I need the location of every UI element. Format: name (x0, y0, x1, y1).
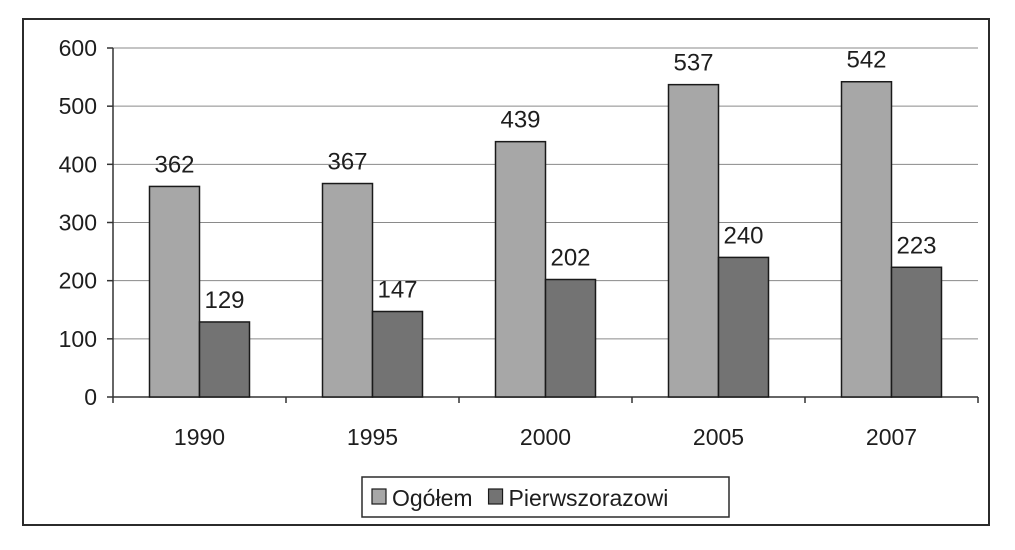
bar (840, 80, 893, 398)
legend-label: Pierwszorazowi (509, 485, 669, 511)
bar (321, 182, 374, 398)
data-label: 367 (327, 149, 367, 176)
y-tick-label: 500 (59, 93, 97, 119)
y-tick-label: 300 (59, 210, 97, 236)
data-label: 537 (673, 50, 713, 77)
y-tick-label: 200 (59, 268, 97, 294)
x-tick-label: 2007 (866, 424, 917, 450)
grid-lines (113, 47, 978, 340)
y-tick-label: 600 (59, 35, 97, 61)
x-tick-label: 1995 (347, 424, 398, 450)
bar (890, 266, 943, 398)
legend-box (361, 476, 730, 518)
legend-swatch (371, 488, 387, 505)
data-label: 129 (204, 287, 244, 314)
legend-swatch (487, 488, 504, 505)
y-tick-label: 400 (59, 151, 97, 177)
data-labels: 362 129 367 147 439 202 537 240 542 223 (154, 47, 936, 314)
x-tick-label: 1990 (174, 424, 225, 450)
bars (148, 80, 943, 398)
bar (667, 83, 720, 398)
data-label: 202 (550, 245, 590, 272)
x-tick-label: 2005 (693, 424, 744, 450)
data-label: 542 (846, 47, 886, 74)
bar (198, 321, 251, 398)
x-tick-label: 2000 (520, 424, 571, 450)
bar (717, 256, 770, 398)
data-label: 147 (377, 276, 417, 303)
y-tick-label: 100 (59, 326, 97, 352)
bar (494, 140, 547, 398)
legend-label: Ogółem (392, 485, 473, 511)
bar (148, 185, 201, 398)
data-label: 362 (154, 151, 194, 178)
legend: Ogółem Pierwszorazowi (361, 476, 730, 518)
data-label: 240 (723, 222, 763, 249)
y-tick-label: 0 (84, 384, 97, 410)
bar (544, 278, 597, 398)
data-label: 439 (500, 107, 540, 134)
data-label: 223 (896, 232, 936, 259)
axes: 0 100 200 300 400 500 600 1990 1995 2000 2005 2007 (59, 35, 979, 450)
bar (371, 310, 424, 398)
